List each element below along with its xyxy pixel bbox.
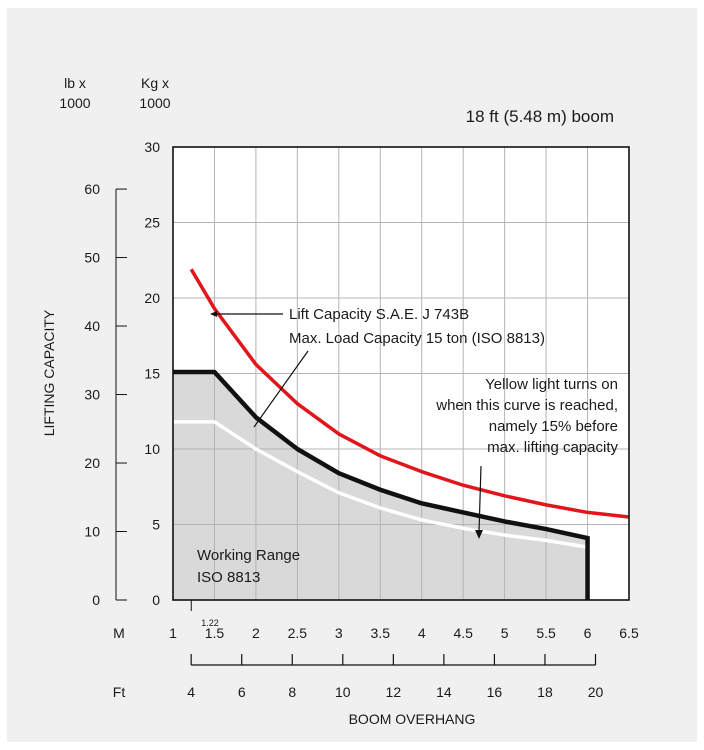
chart-panel: 0 5 10 15 20 25 30 0 10 20 30 40 50 60 1 1.5 2 2.5 3 3.5 4 4.… <box>7 8 697 742</box>
yellow-arrowhead <box>475 530 483 539</box>
x-tick-label-m: 3.5 <box>371 625 391 641</box>
x-tick-label-m: 4.5 <box>453 625 473 641</box>
x-tick-label-ft: 16 <box>487 684 503 700</box>
working-range-area <box>173 371 588 600</box>
red-curve-arrowhead <box>210 311 217 317</box>
black-curve-leader <box>253 350 309 428</box>
annotation-line-2: Max. Load Capacity 15 ton (ISO 8813) <box>289 330 545 347</box>
y-tick-label-kg: 10 <box>144 441 160 457</box>
working-range-label-2: ISO 8813 <box>197 569 260 586</box>
m-axis-label: M <box>113 625 125 641</box>
y-tick-label-kg: 25 <box>144 215 160 231</box>
y-tick-label-kg: 20 <box>144 290 160 306</box>
y-tick-label-kg: 5 <box>152 517 160 533</box>
yellow-leader <box>478 465 482 533</box>
x-tick-label-ft: 12 <box>386 684 402 700</box>
x-tick-label-m: 5.5 <box>536 625 556 641</box>
chart-svg: 0 5 10 15 20 25 30 0 10 20 30 40 50 60 1 1.5 2 2.5 3 3.5 4 4.… <box>41 75 639 727</box>
y-tick-label-lb: 40 <box>84 318 100 334</box>
x-tick-label-m: 5 <box>501 625 509 641</box>
lb-unit-label: lb x <box>64 75 86 91</box>
x-tick-label-m: 3 <box>335 625 343 641</box>
y-tick-label-lb: 60 <box>84 181 100 197</box>
x-tick-label-m: 2.5 <box>288 625 308 641</box>
x-tick-label-m: 1 <box>169 625 177 641</box>
x-tick-label-m: 1.5 <box>205 625 225 641</box>
small-tick-label: 1.22 <box>201 618 219 628</box>
x-tick-label-ft: 4 <box>187 684 195 700</box>
x-tick-label-m: 2 <box>252 625 260 641</box>
series-lift-capacity <box>189 268 630 519</box>
x-axis-title: BOOM OVERHANG <box>349 711 476 727</box>
plot-frame <box>172 146 630 601</box>
x-tick-label-m: 6.5 <box>619 625 639 641</box>
x-tick-label-ft: 8 <box>288 684 296 700</box>
y-tick-label-lb: 30 <box>84 387 100 403</box>
working-range-label: Working Range <box>197 547 300 564</box>
lb-unit-label-2: 1000 <box>59 95 90 111</box>
y-tick-label-lb: 50 <box>84 250 100 266</box>
x-tick-label-ft: 20 <box>588 684 604 700</box>
kg-unit-label-2: 1000 <box>139 95 170 111</box>
ft-axis-label: Ft <box>113 684 126 700</box>
x-tick-label-ft: 6 <box>238 684 246 700</box>
red-curve-annotation: Lift Capacity S.A.E. J 743B Max. Load Ca… <box>210 306 545 428</box>
x-tick-label-ft: 14 <box>436 684 452 700</box>
yellow-light-annotation: Yellow light turns on when this curve is… <box>435 376 618 539</box>
y-tick-label-kg: 30 <box>144 139 160 155</box>
y-tick-label-kg: 0 <box>152 592 160 608</box>
x-tick-label-ft: 10 <box>335 684 351 700</box>
y-tick-label-kg: 15 <box>144 366 160 382</box>
x-tick-label-m: 4 <box>418 625 426 641</box>
yellow-note-line-4: max. lifting capacity <box>487 439 618 456</box>
x-tick-label-m: 6 <box>584 625 592 641</box>
chart-title: 18 ft (5.48 m) boom <box>466 107 614 126</box>
yellow-note-line-3: namely 15% before <box>489 418 618 435</box>
y-tick-label-lb: 10 <box>84 524 100 540</box>
y-tick-label-lb: 20 <box>84 455 100 471</box>
x-tick-label-ft: 18 <box>537 684 553 700</box>
y-axis-title: LIFTING CAPACITY <box>41 309 57 436</box>
kg-unit-label: Kg x <box>141 75 169 91</box>
y-tick-label-lb: 0 <box>92 592 100 608</box>
annotation-line-1: Lift Capacity S.A.E. J 743B <box>289 306 469 323</box>
yellow-note-line-1: Yellow light turns on <box>485 376 618 393</box>
yellow-note-line-2: when this curve is reached, <box>435 397 618 414</box>
